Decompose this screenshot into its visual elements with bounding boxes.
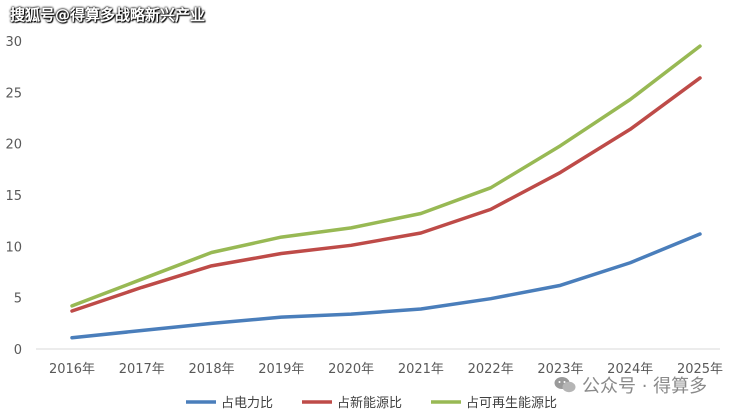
wechat-icon xyxy=(554,377,576,393)
legend-label: 占电力比 xyxy=(221,396,273,411)
series-line xyxy=(70,232,702,340)
series-2 xyxy=(70,76,702,313)
x-tick-label: 2019年 xyxy=(258,362,304,377)
y-axis: 0 5 10 15 20 25 30 xyxy=(5,35,22,358)
x-tick-label: 2020年 xyxy=(328,362,374,377)
series-layer xyxy=(70,44,702,340)
x-tick-label: 2021年 xyxy=(398,362,444,377)
y-tick-label: 5 xyxy=(14,292,22,307)
x-tick-label: 2017年 xyxy=(119,362,165,377)
series-1 xyxy=(70,232,702,340)
x-tick-label: 2023年 xyxy=(537,362,583,377)
x-axis: 2016年 2017年 2018年 2019年 2020年 2021年 2022年 2023年… xyxy=(49,362,723,377)
y-tick-label: 15 xyxy=(5,189,22,204)
y-tick-label: 25 xyxy=(5,86,22,101)
y-tick-label: 30 xyxy=(5,35,22,50)
legend-item: 占可再生能源比 xyxy=(431,396,557,411)
watermark-top: 搜狐号@得算多战略新兴产业 xyxy=(10,6,206,24)
legend-label: 占新能源比 xyxy=(337,395,402,411)
legend-label: 占可再生能源比 xyxy=(466,396,557,411)
x-tick-label: 2018年 xyxy=(189,362,235,377)
x-tick-label: 2024年 xyxy=(607,362,653,377)
series-3 xyxy=(70,44,702,308)
x-tick-label: 2025年 xyxy=(677,362,723,377)
watermark-bottom-text: 公众号 · 得算多 xyxy=(582,376,708,397)
y-tick-label: 10 xyxy=(5,240,22,255)
y-tick-label: 0 xyxy=(14,343,22,358)
x-tick-label: 2016年 xyxy=(49,362,95,377)
legend-item: 占新能源比 xyxy=(302,395,402,411)
y-tick-label: 20 xyxy=(5,138,22,153)
legend-item: 占电力比 xyxy=(186,396,273,411)
series-line xyxy=(70,76,702,313)
watermark-bottom: 公众号 · 得算多 xyxy=(554,372,707,398)
legend: 占电力比 占新能源比 占可再生能源比 xyxy=(186,395,557,411)
x-tick-label: 2022年 xyxy=(468,362,514,377)
series-line xyxy=(70,44,702,308)
